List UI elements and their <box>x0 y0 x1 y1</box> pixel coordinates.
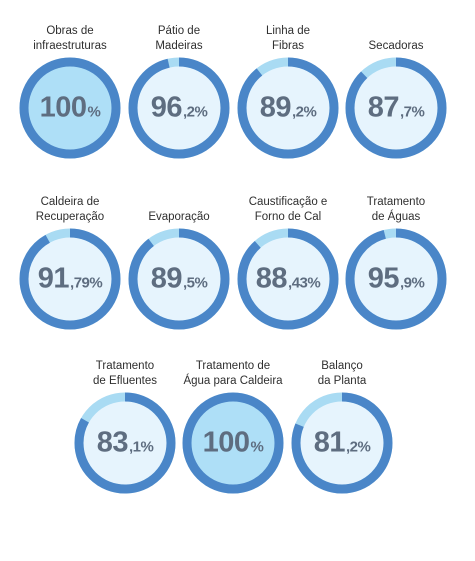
percentage-value: 91,79% <box>18 263 122 296</box>
progress-ring: 89,2% <box>236 56 340 160</box>
gauge-patio-de-madeiras: Pátio de Madeiras 96,2% <box>124 20 234 160</box>
gauge-tratamento-de-efluentes: Tratamento de Efluentes 83,1% <box>70 355 180 495</box>
gauge-label: Evaporação <box>124 191 234 225</box>
progress-ring: 81,2% <box>290 391 394 495</box>
progress-ring: 96,2% <box>127 56 231 160</box>
gauge-label: Secadoras <box>341 20 451 54</box>
gauge-obras-de-infraestruturas: Obras de infraestruturas 100% <box>15 20 125 160</box>
progress-ring: 83,1% <box>73 391 177 495</box>
gauge-linha-de-fibras: Linha de Fibras 89,2% <box>233 20 343 160</box>
gauge-label: Balanço da Planta <box>287 355 397 389</box>
gauge-tratamento-de-agua-para-caldeira: Tratamento de Água para Caldeira 100% <box>178 355 288 495</box>
gauge-label: Tratamento de Efluentes <box>70 355 180 389</box>
gauge-label: Tratamento de Água para Caldeira <box>178 355 288 389</box>
percentage-value: 95,9% <box>344 263 448 296</box>
gauge-caldeira-de-recuperacao: Caldeira de Recuperação 91,79% <box>15 191 125 331</box>
gauge-label: Tratamento de Águas <box>341 191 451 225</box>
gauge-label: Pátio de Madeiras <box>124 20 234 54</box>
percentage-value: 87,7% <box>344 92 448 125</box>
percentage-value: 96,2% <box>127 92 231 125</box>
percentage-value: 83,1% <box>73 427 177 460</box>
gauge-label: Obras de infraestruturas <box>15 20 125 54</box>
progress-ring: 87,7% <box>344 56 448 160</box>
percentage-value: 81,2% <box>290 427 394 460</box>
gauge-label: Linha de Fibras <box>233 20 343 54</box>
progress-ring: 88,43% <box>236 227 340 331</box>
progress-ring: 100% <box>18 56 122 160</box>
percentage-value: 89,2% <box>236 92 340 125</box>
gauge-secadoras: Secadoras 87,7% <box>341 20 451 160</box>
percentage-value: 100% <box>181 427 285 460</box>
percentage-value: 100% <box>18 92 122 125</box>
gauge-tratamento-de-aguas: Tratamento de Águas 95,9% <box>341 191 451 331</box>
gauge-label: Caldeira de Recuperação <box>15 191 125 225</box>
gauge-caustificacao-e-forno-de-cal: Caustificação e Forno de Cal 88,43% <box>233 191 343 331</box>
gauge-label: Caustificação e Forno de Cal <box>233 191 343 225</box>
gauge-balanco-da-planta: Balanço da Planta 81,2% <box>287 355 397 495</box>
gauge-evaporacao: Evaporação 89,5% <box>124 191 234 331</box>
percentage-value: 88,43% <box>236 263 340 296</box>
progress-ring: 100% <box>181 391 285 495</box>
progress-ring: 89,5% <box>127 227 231 331</box>
progress-ring: 91,79% <box>18 227 122 331</box>
percentage-value: 89,5% <box>127 263 231 296</box>
progress-ring: 95,9% <box>344 227 448 331</box>
